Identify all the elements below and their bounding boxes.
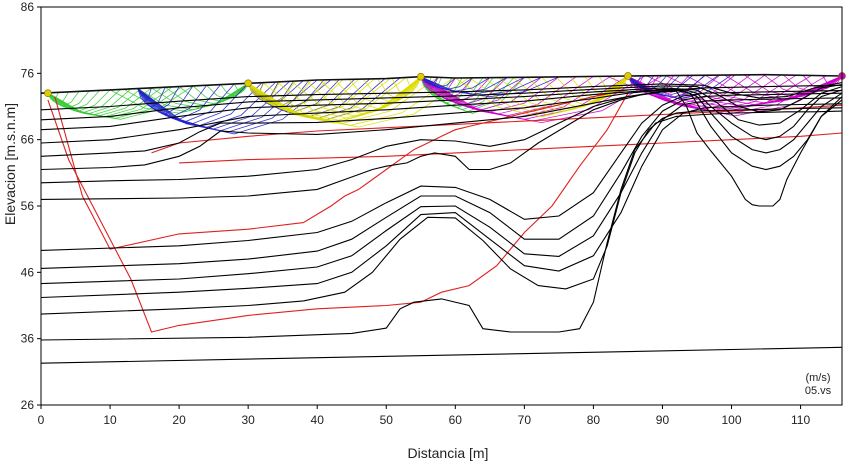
red-boundary-line: [151, 104, 843, 154]
shot-marker: [416, 72, 425, 81]
ray-path: [247, 82, 265, 96]
velocity-contour: [40, 89, 843, 157]
velocity-contour: [40, 346, 843, 364]
units-annotation: (m/s): [805, 372, 830, 384]
velocity-contour: [40, 82, 843, 111]
velocity-contours-layer: [40, 82, 843, 364]
y-axis-label: Elevacion [m.s.n.m]: [2, 103, 18, 225]
velocity-contour: [40, 110, 843, 341]
ray-path: [455, 75, 629, 118]
shot-marker: [624, 72, 632, 80]
velocity-contour: [40, 90, 843, 171]
x-axis-ticks: 0 10 20 30 40 50 60 70 80 90 100 110: [38, 405, 810, 427]
velocity-contour: [40, 86, 843, 131]
y-tick-label: 46: [21, 265, 35, 279]
red-boundary-line: [54, 89, 629, 250]
y-tick-label: 76: [21, 66, 35, 80]
ray-path: [247, 76, 438, 124]
velocity-contour: [40, 84, 843, 121]
x-tick-label: 50: [380, 413, 394, 427]
velocity-contour: [40, 90, 843, 251]
shot-marker: [44, 89, 52, 98]
x-tick-label: 80: [587, 413, 601, 427]
x-tick-label: 0: [38, 413, 45, 427]
y-tick-label: 26: [21, 398, 35, 412]
velocity-contour: [40, 84, 843, 200]
red-boundary-line: [179, 132, 843, 164]
x-axis-label: Distancia [m]: [408, 445, 489, 461]
x-tick-label: 70: [518, 413, 532, 427]
y-tick-label: 86: [21, 0, 35, 14]
x-tick-label: 20: [172, 413, 186, 427]
ray-path: [137, 87, 166, 108]
ray-path: [627, 74, 732, 100]
x-tick-label: 100: [722, 413, 742, 427]
velocity-contour: [40, 97, 843, 285]
x-tick-label: 10: [103, 413, 117, 427]
shot-markers-layer: [44, 72, 846, 98]
shot-marker: [244, 79, 252, 88]
ray-path: [247, 76, 422, 124]
ray-path: [420, 76, 560, 98]
ray-path: [247, 77, 470, 128]
y-tick-label: 36: [21, 332, 35, 346]
x-tick-label: 90: [656, 413, 670, 427]
velocity-contour: [40, 92, 843, 269]
velocity-contour: [40, 90, 843, 207]
red-boundary-line: [47, 92, 629, 333]
model-name-annotation: 05.vs: [805, 385, 832, 397]
x-tick-label: 30: [241, 413, 255, 427]
x-tick-label: 110: [791, 413, 810, 427]
y-axis-ticks: 26 36 46 56 66 76 86: [21, 0, 41, 412]
x-tick-label: 60: [449, 413, 463, 427]
y-tick-label: 66: [21, 133, 35, 147]
velocity-contour: [40, 107, 843, 315]
ray-path: [627, 75, 843, 117]
y-tick-label: 56: [21, 199, 35, 213]
red-boundaries-layer: [47, 89, 843, 333]
x-tick-label: 40: [311, 413, 325, 427]
